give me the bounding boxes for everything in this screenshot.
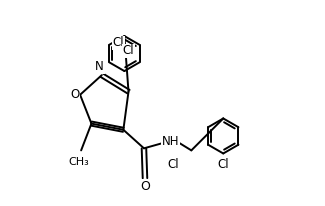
Text: Cl: Cl — [123, 44, 134, 57]
Text: Cl: Cl — [167, 158, 179, 171]
Text: Cl: Cl — [113, 36, 124, 49]
Text: NH: NH — [162, 135, 179, 148]
Text: O: O — [140, 180, 150, 193]
Text: O: O — [70, 88, 80, 101]
Text: CH₃: CH₃ — [69, 157, 89, 167]
Text: Cl: Cl — [217, 158, 229, 171]
Text: N: N — [95, 60, 104, 74]
